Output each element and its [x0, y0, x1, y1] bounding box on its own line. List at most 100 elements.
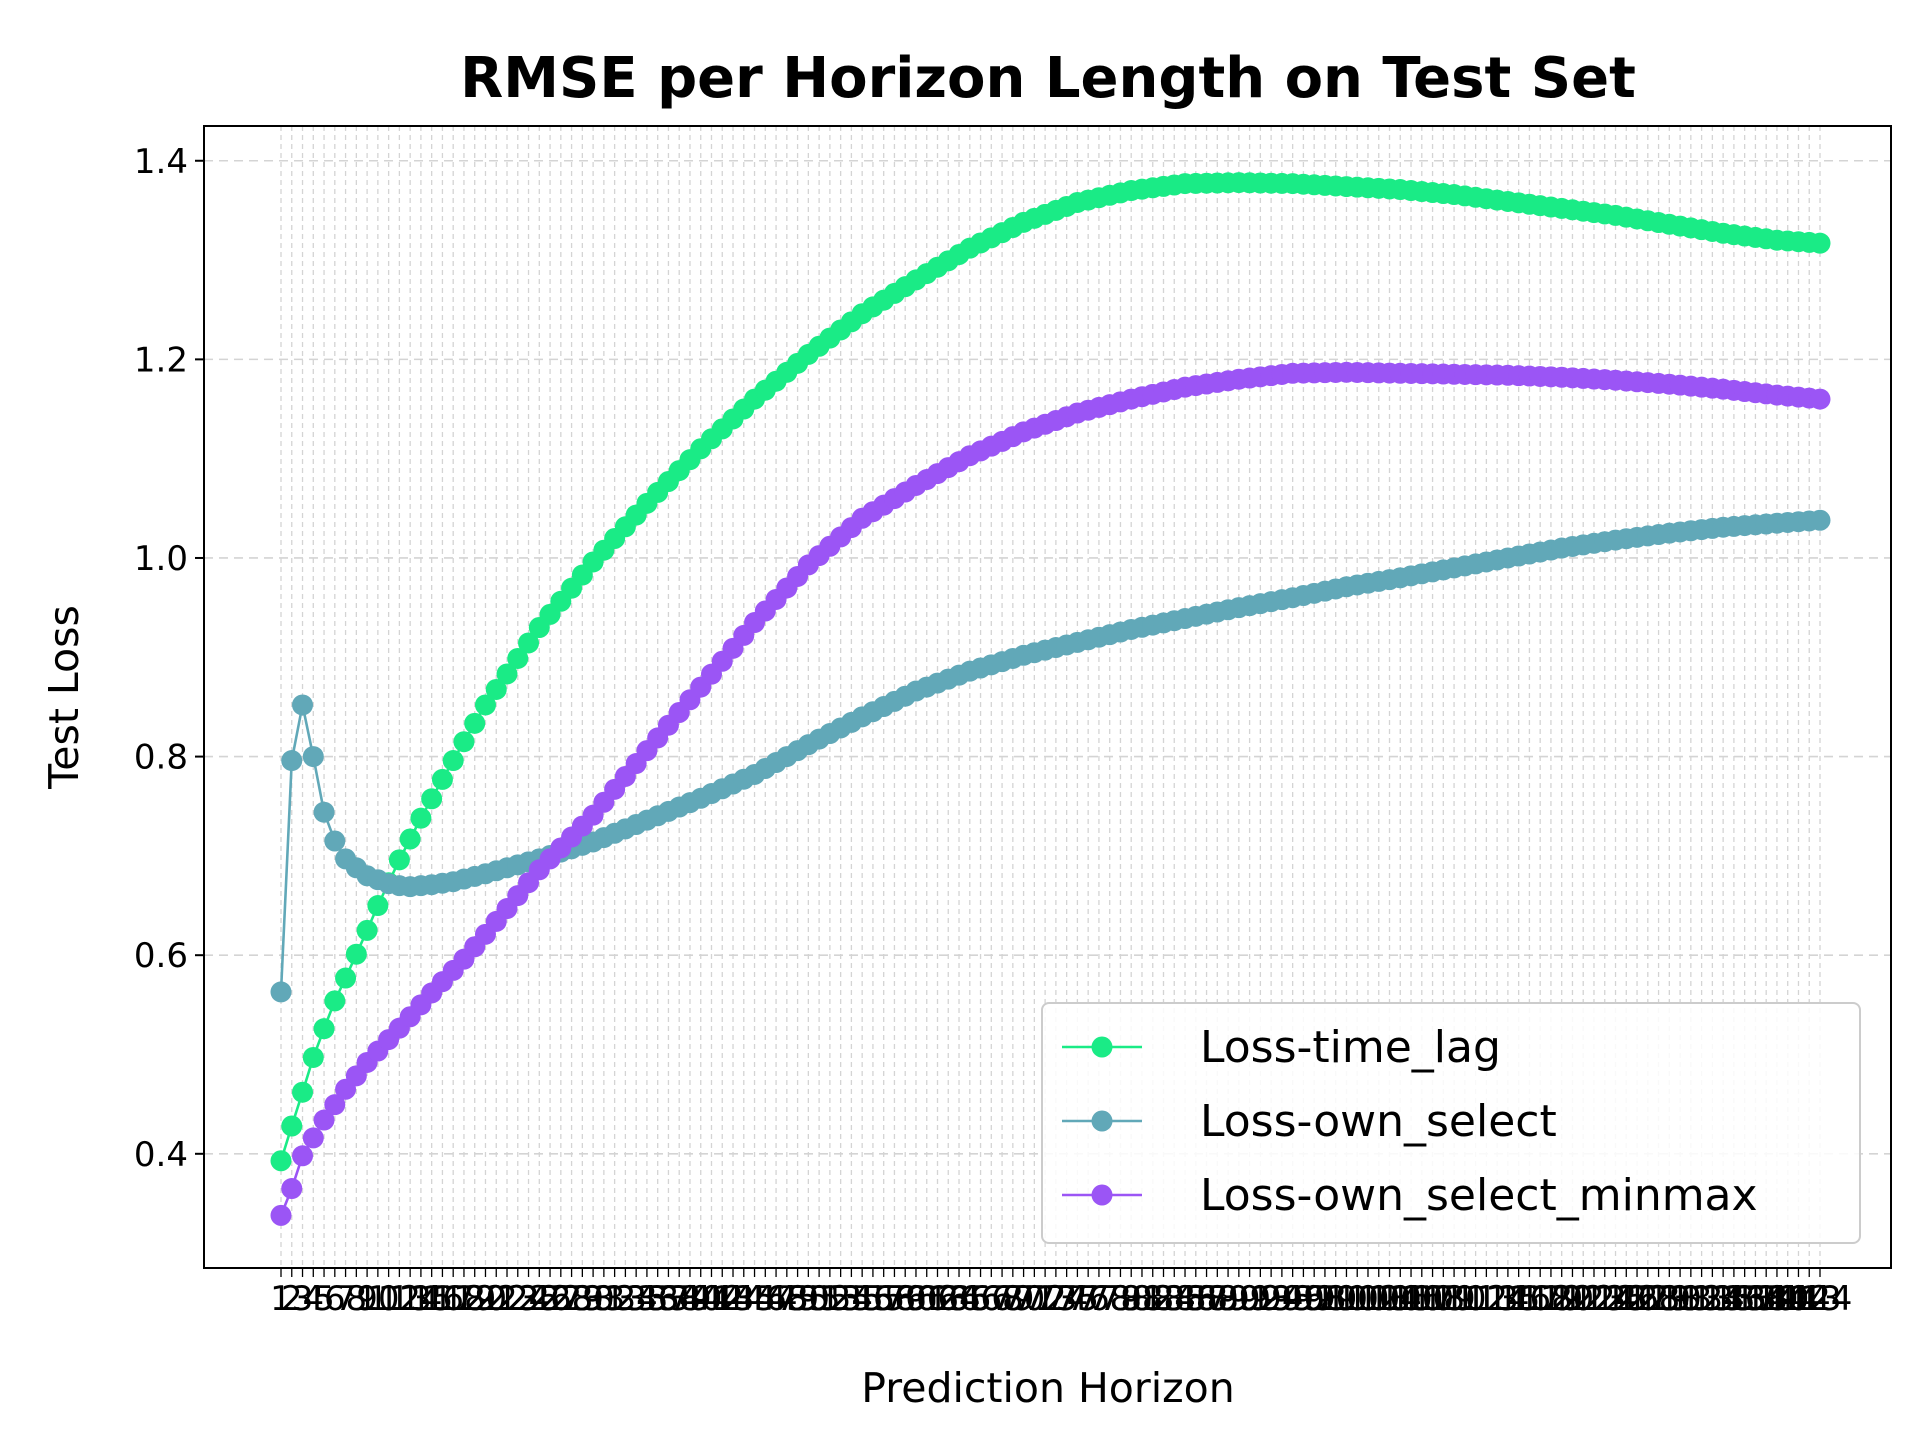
data-point: [399, 828, 421, 850]
x-tick-label: 16: [421, 1279, 464, 1319]
y-tick-label: 0.8: [134, 738, 188, 778]
x-tick-label: 129: [1626, 1279, 1691, 1319]
x-tick-label: 24: [507, 1279, 550, 1319]
data-point: [335, 967, 357, 989]
series-Loss-own_select_minmax: [270, 361, 1831, 1226]
data-point: [313, 1018, 335, 1040]
y-tick-label: 1.2: [134, 340, 188, 380]
data-point: [345, 943, 367, 965]
data-point: [1809, 232, 1831, 254]
x-tick-label: 8: [346, 1279, 368, 1319]
x-tick-label: 3: [292, 1279, 314, 1319]
x-tick-label: 115: [1475, 1279, 1540, 1319]
x-tick-label: 142: [1766, 1279, 1831, 1319]
x-tick-label: 108: [1400, 1279, 1465, 1319]
x-tick-label: 100: [1314, 1279, 1379, 1319]
x-tick-label: 120: [1529, 1279, 1594, 1319]
x-tick-label: 92: [1239, 1279, 1282, 1319]
x-tick-label: 80: [1110, 1279, 1153, 1319]
data-point: [302, 1046, 324, 1068]
x-tick-label: 66: [959, 1279, 1002, 1319]
data-point: [302, 746, 324, 768]
legend-marker: [1091, 1036, 1113, 1058]
x-tick-label: 33: [604, 1279, 647, 1319]
x-tick-label: 29: [561, 1279, 604, 1319]
x-tick-label: 79: [1099, 1279, 1142, 1319]
data-point: [324, 1094, 346, 1116]
x-tick-label: 2: [281, 1279, 303, 1319]
x-tick-label: 37: [647, 1279, 690, 1319]
x-tick-label: 15: [410, 1279, 453, 1319]
legend-label: Loss-own_select_minmax: [1200, 1170, 1758, 1221]
x-tick-label: 68: [980, 1279, 1023, 1319]
x-tick-label: 126: [1594, 1279, 1659, 1319]
x-tick-label: 30: [571, 1279, 614, 1319]
x-tick-label: 17: [432, 1279, 475, 1319]
x-tick-label: 82: [1131, 1279, 1174, 1319]
x-tick-label: 134: [1680, 1279, 1745, 1319]
x-tick-label: 73: [1034, 1279, 1077, 1319]
x-tick-label: 90: [1217, 1279, 1260, 1319]
x-tick-label: 137: [1712, 1279, 1777, 1319]
data-point: [474, 694, 496, 716]
data-point: [1809, 509, 1831, 531]
x-tick-label: 25: [518, 1279, 561, 1319]
x-tick-label: 94: [1260, 1279, 1303, 1319]
x-tick-label: 83: [1142, 1279, 1185, 1319]
x-tick-label: 44: [722, 1279, 765, 1319]
series-Loss-time_lag: [270, 172, 1831, 1172]
x-tick-label: 110: [1422, 1279, 1487, 1319]
x-tick-label: 45: [733, 1279, 776, 1319]
x-tick-label: 57: [862, 1279, 905, 1319]
x-tick-label: 9: [356, 1279, 378, 1319]
data-point: [313, 801, 335, 823]
x-tick-label: 53: [819, 1279, 862, 1319]
data-point: [388, 849, 410, 871]
x-tick-label: 7: [335, 1279, 357, 1319]
legend-label: Loss-own_select: [1200, 1096, 1557, 1147]
x-tick-label: 95: [1271, 1279, 1314, 1319]
x-tick-label: 118: [1508, 1279, 1573, 1319]
y-tick-label: 0.4: [134, 1135, 188, 1175]
data-point: [270, 1204, 292, 1226]
data-point: [421, 788, 443, 810]
data-point: [270, 981, 292, 1003]
x-tick-label: 11: [367, 1279, 410, 1319]
x-tick-label: 125: [1583, 1279, 1648, 1319]
x-tick-label: 21: [475, 1279, 518, 1319]
y-tick-label: 0.6: [134, 936, 188, 976]
x-tick-label: 34: [615, 1279, 658, 1319]
data-point: [1809, 388, 1831, 410]
x-tick-label: 48: [765, 1279, 808, 1319]
chart-title: RMSE per Horizon Length on Test Set: [460, 46, 1636, 111]
data-point: [313, 1109, 335, 1131]
x-tick-label: 101: [1325, 1279, 1390, 1319]
data-point: [292, 1081, 314, 1103]
data-point: [485, 678, 507, 700]
x-tick-label: 113: [1454, 1279, 1519, 1319]
x-tick-label: 59: [884, 1279, 927, 1319]
x-tick-label: 124: [1572, 1279, 1637, 1319]
x-tick-label: 141: [1755, 1279, 1820, 1319]
x-tick-label: 63: [927, 1279, 970, 1319]
x-tick-label: 10: [356, 1279, 399, 1319]
x-tick-label: 22: [485, 1279, 528, 1319]
x-tick-label: 130: [1637, 1279, 1702, 1319]
data-point: [302, 1127, 324, 1149]
x-tick-label: 85: [1163, 1279, 1206, 1319]
x-tick-label: 5: [313, 1279, 335, 1319]
data-point: [431, 768, 453, 790]
x-tick-label: 139: [1734, 1279, 1799, 1319]
x-tick-label: 123: [1562, 1279, 1627, 1319]
x-tick-label: 121: [1540, 1279, 1605, 1319]
x-tick-label: 89: [1206, 1279, 1249, 1319]
x-tick-label: 1: [270, 1279, 292, 1319]
x-tick-label: 138: [1723, 1279, 1788, 1319]
x-tick-label: 50: [787, 1279, 830, 1319]
data-point: [356, 919, 378, 941]
data-point: [410, 807, 432, 829]
x-tick-label: 67: [970, 1279, 1013, 1319]
x-tick-label: 99: [1314, 1279, 1357, 1319]
x-tick-label: 19: [453, 1279, 496, 1319]
x-tick-label: 20: [464, 1279, 507, 1319]
